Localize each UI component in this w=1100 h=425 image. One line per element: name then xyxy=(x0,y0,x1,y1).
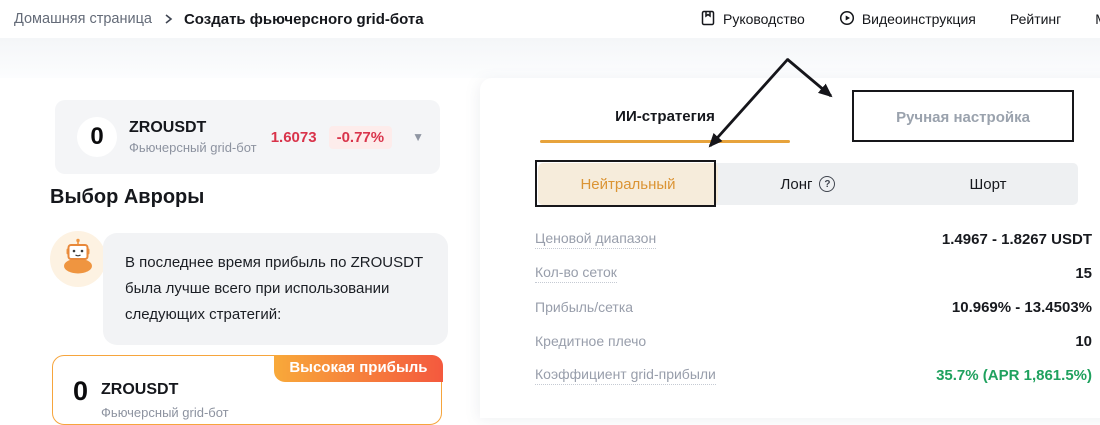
play-circle-icon xyxy=(839,10,855,29)
message-line: была лучше всего при использовании xyxy=(125,279,390,297)
param-label[interactable]: Ценовой диапазон xyxy=(535,230,657,249)
param-value: 1.4967 - 1.8267 USDT xyxy=(941,230,1092,248)
header-divider-band xyxy=(0,38,1100,78)
reco-subtitle: Фьючерсный grid-бот xyxy=(101,405,229,420)
top-header: Домашняя страница Создать фьючерсного gr… xyxy=(0,0,1100,38)
param-label[interactable]: Коэффициент grid-прибыли xyxy=(535,366,716,385)
aurora-heading: Выбор Авроры xyxy=(50,186,205,208)
pair-symbol: ZROUSDT xyxy=(129,119,207,136)
zro-coin-icon: 0 xyxy=(73,376,89,406)
breadcrumb: Домашняя страница Создать фьючерсного gr… xyxy=(14,11,424,28)
chevron-right-icon xyxy=(162,13,174,25)
mode-neutral[interactable]: Нейтральный xyxy=(538,163,718,205)
param-label[interactable]: Кол-во сеток xyxy=(535,264,617,283)
nav-video[interactable]: Видеоинструкция xyxy=(839,10,976,29)
param-label: Кредитное плечо xyxy=(535,333,647,349)
tab-manual-setup[interactable]: Ручная настройка xyxy=(896,109,1030,126)
page-title: Создать фьючерсного grid-бота xyxy=(183,10,424,28)
reco-body: 0 ZROUSDT Фьючерсный grid-бот xyxy=(73,376,229,421)
pair-selector[interactable]: 0 ZROUSDT Фьючерсный grid-бот 1.6073 -0.… xyxy=(55,100,440,174)
aurora-message-bubble: В последнее время прибыль по ZROUSDT был… xyxy=(103,233,448,345)
pair-price-block: 1.6073 -0.77% ▼ xyxy=(270,125,424,149)
strategy-params: Ценовой диапазон 1.4967 - 1.8267 USDT Ко… xyxy=(535,222,1092,392)
mode-long[interactable]: Лонг ? xyxy=(718,163,898,205)
question-circle-icon[interactable]: ? xyxy=(819,176,836,192)
change-badge: -0.77% xyxy=(328,125,393,149)
high-profit-badge: Высокая прибыль xyxy=(274,354,443,382)
pair-type-label: Фьючерсный grid-бот xyxy=(129,140,257,155)
message-line: В последнее время прибыль по ZROUSDT xyxy=(125,254,424,271)
zro-coin-icon: 0 xyxy=(77,117,117,157)
recommended-strategy-card[interactable]: Высокая прибыль 0 ZROUSDT Фьючерсный gri… xyxy=(52,354,443,425)
mode-segmented-control: Нейтральный Лонг ? Шорт xyxy=(538,163,1078,205)
message-line: следующих стратегий: xyxy=(125,305,282,323)
aurora-avatar xyxy=(50,231,106,287)
pair-names: ZROUSDT Фьючерсный grid-бот xyxy=(129,119,257,155)
reco-symbol: ZROUSDT xyxy=(101,381,179,398)
nav-my[interactable]: Мои xyxy=(1095,11,1100,27)
mode-short[interactable]: Шорт xyxy=(969,175,1007,193)
param-value: 10 xyxy=(1075,332,1092,350)
nav-rating[interactable]: Рейтинг xyxy=(1009,11,1062,27)
tab-ai-strategy[interactable]: ИИ-стратегия xyxy=(615,108,715,125)
param-row-price-range: Ценовой диапазон 1.4967 - 1.8267 USDT xyxy=(535,222,1092,256)
param-label: Прибыль/сетка xyxy=(535,299,634,315)
param-row-leverage: Кредитное плечо 10 xyxy=(535,324,1092,358)
last-price: 1.6073 xyxy=(270,128,317,146)
strategy-panel: ИИ-стратегия Ручная настройка Нейтральны… xyxy=(480,78,1100,418)
param-row-profit-per-grid: Прибыль/сетка 10.969% - 13.4503% xyxy=(535,290,1092,324)
param-value-green: 35.7% (APR 1,861.5%) xyxy=(936,366,1092,384)
param-row-grid-count: Кол-во сеток 15 xyxy=(535,256,1092,290)
robot-icon xyxy=(56,235,100,284)
param-row-grid-profit-ratio: Коэффициент grid-прибыли 35.7% (APR 1,86… xyxy=(535,358,1092,392)
param-value: 15 xyxy=(1075,264,1092,282)
chevron-down-icon[interactable]: ▼ xyxy=(412,130,424,144)
param-value: 10.969% - 13.4503% xyxy=(951,298,1092,316)
header-nav: Руководство Видеоинструкция Рейтинг Мои xyxy=(700,0,1100,38)
guide-book-icon xyxy=(700,10,716,29)
active-tab-underline xyxy=(540,140,790,143)
breadcrumb-home-link[interactable]: Домашняя страница xyxy=(14,11,152,27)
nav-guide[interactable]: Руководство xyxy=(700,10,805,29)
